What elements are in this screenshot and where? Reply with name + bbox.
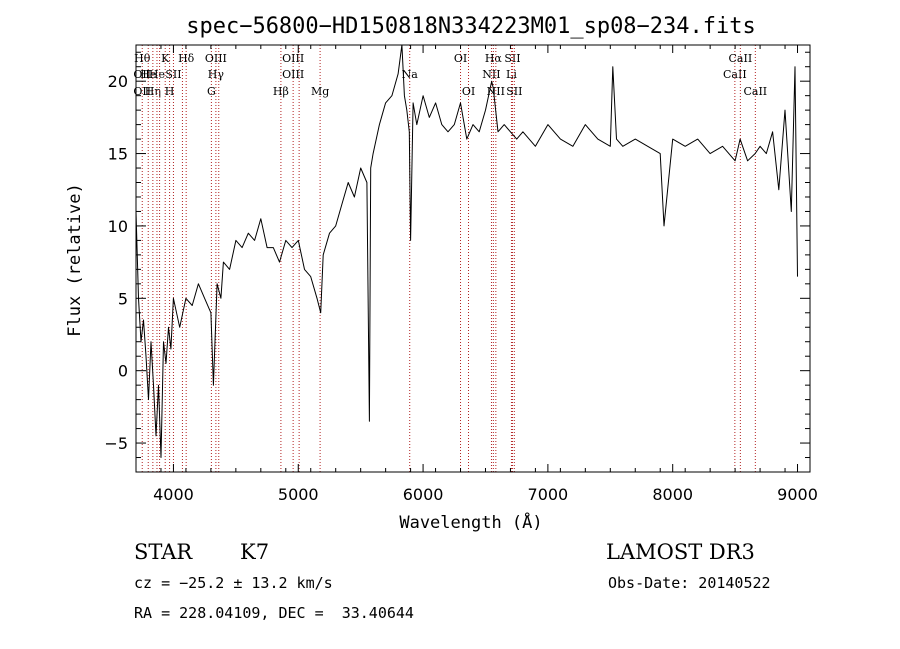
marker-label: Hθ [134,52,151,65]
plot-frame [135,44,811,473]
marker-label: Hδ [178,52,195,65]
y-axis: −5 0 5 10 15 20 [104,51,810,473]
coordinates-text: RA = 228.04109, DEC = 33.40644 [134,604,414,622]
marker-label: CaII [743,85,767,98]
marker-label: G [207,85,216,98]
object-subclass: K7 [240,540,270,564]
x-axis: 4000 5000 6000 7000 8000 9000 [135,45,818,504]
marker-label: He [140,68,156,81]
spectral-line-markers: HθOIIOIIHeHηHeKHSIIHδGOIIIHγHβOIIIOIIIMg… [133,45,767,472]
y-tick-label: −5 [104,434,128,453]
marker-label: OIII [282,68,304,81]
x-tick-label: 4000 [153,485,194,504]
x-tick-label: 8000 [652,485,693,504]
y-tick-label: 5 [118,289,128,308]
y-tick-label: 10 [108,217,128,236]
marker-label: Hγ [208,68,225,81]
y-tick-label: 0 [118,362,128,381]
marker-label: He [149,68,165,81]
spectrum-series [135,44,798,458]
marker-label: NII [482,68,500,81]
marker-label: Na [402,68,419,81]
redshift-text: cz = −25.2 ± 13.2 km/s [134,574,333,592]
marker-label: OII [133,85,151,98]
y-tick-label: 20 [108,72,128,91]
marker-label: CaII [729,52,753,65]
marker-label: OI [454,52,467,65]
survey-name: LAMOST DR3 [606,540,755,564]
x-tick-label: 9000 [777,485,818,504]
marker-label: SII [504,52,520,65]
marker-label: Hβ [273,85,289,98]
marker-label: SII [165,68,181,81]
marker-label: Li [506,68,517,81]
x-tick-label: 7000 [528,485,569,504]
x-axis-label: Wavelength (Å) [399,511,542,533]
chart-title: spec−56800−HD150818N334223M01_sp08−234.f… [186,14,756,39]
marker-label: Hη [145,85,161,98]
x-tick-label: 6000 [403,485,444,504]
marker-label: Mg [311,85,329,98]
marker-label: NII [487,85,505,98]
marker-label: OIII [282,52,304,65]
y-axis-label: Flux (relative) [65,183,85,337]
y-tick-label: 15 [108,145,128,164]
marker-label: CaII [723,68,747,81]
x-tick-label: 5000 [278,485,319,504]
marker-label: Hα [485,52,503,65]
marker-label: OIII [205,52,227,65]
marker-label: OI [462,85,475,98]
marker-label: K [161,52,170,65]
object-class: STAR [134,540,193,564]
marker-label: SII [506,85,522,98]
marker-label: OII [133,68,151,81]
marker-label: H [165,85,175,98]
spectrum-line [135,44,798,458]
obs-date-text: Obs-Date: 20140522 [608,574,771,592]
